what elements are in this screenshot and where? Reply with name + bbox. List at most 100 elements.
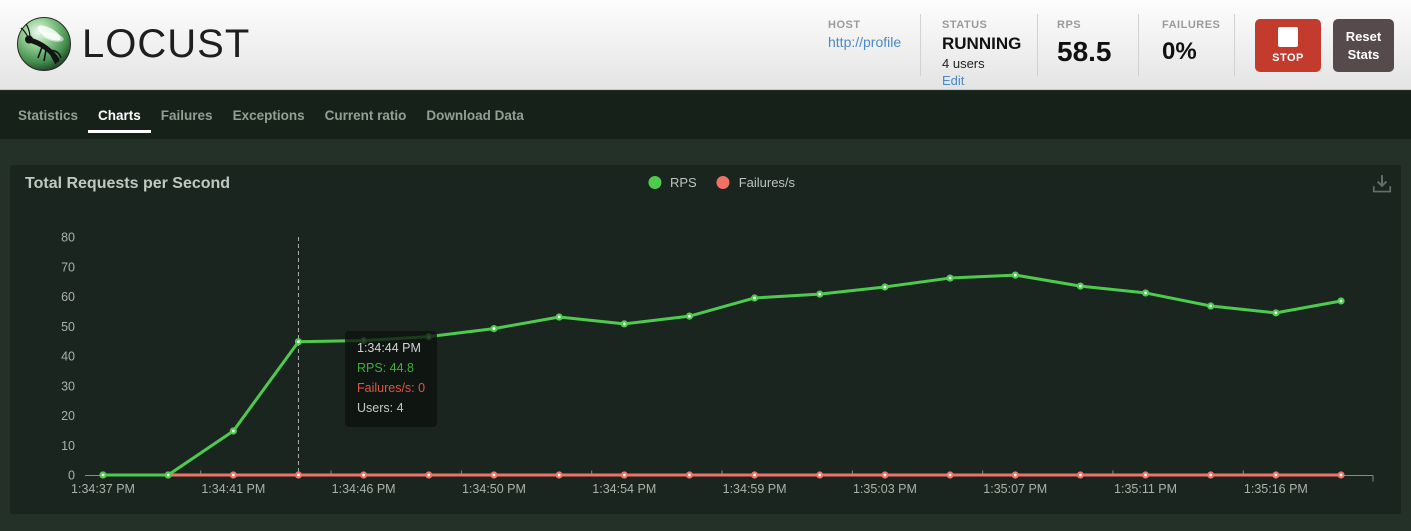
data-point-center <box>1013 473 1017 477</box>
x-axis-label: 1:34:54 PM <box>592 482 656 496</box>
data-point-center <box>492 327 496 331</box>
host-section: HOST http://profile <box>828 19 901 50</box>
host-link[interactable]: http://profile <box>828 34 902 50</box>
locust-logo-icon <box>17 17 71 71</box>
legend-label: Failures/s <box>738 175 796 190</box>
data-point-center <box>1079 284 1082 288</box>
x-axis-label: 1:34:41 PM <box>201 482 265 496</box>
user-count: 4 users <box>942 56 985 71</box>
legend-label: RPS <box>669 175 697 190</box>
data-point-center <box>753 473 756 477</box>
chart-tooltip: 1:34:44 PM RPS: 44.8 Failures/s: 0 Users… <box>345 331 438 427</box>
data-point-center <box>557 315 561 319</box>
x-axis-label: 1:35:11 PM <box>1114 482 1177 496</box>
nav-tabs: Statistics Charts Failures Exceptions Curren… <box>0 91 1411 139</box>
x-axis-label: 1:35:03 PM <box>853 482 917 496</box>
rps-section: RPS 58.5 <box>1057 19 1112 68</box>
header-divider <box>1138 14 1139 76</box>
rps-chart[interactable]: 0 10 20 30 40 50 60 70 80 1:34:37 PM 1:34:41 PM 1:3… <box>10 165 1401 514</box>
chart-card: 0 10 20 30 40 50 60 70 80 1:34:37 PM 1:34:41 PM 1:3… <box>10 165 1401 514</box>
stop-icon <box>1278 27 1298 47</box>
header-divider <box>1037 14 1038 76</box>
tooltip-failures: Failures/s: 0 <box>357 381 426 395</box>
failures-value: 0% <box>1162 38 1197 65</box>
edit-link[interactable]: Edit <box>942 73 965 88</box>
header: LOCUST HOST http://profile STATUS RUNNIN… <box>0 0 1411 90</box>
legend-item-rps[interactable]: RPS <box>647 175 697 190</box>
data-point-center <box>818 473 822 477</box>
y-axis-label: 40 <box>61 350 75 364</box>
tab-download-data[interactable]: Download Data <box>426 107 524 123</box>
data-point-center <box>166 473 170 477</box>
data-point-center <box>1144 473 1147 477</box>
data-point-center <box>688 473 691 477</box>
header-divider <box>920 14 921 76</box>
data-point-center <box>1274 473 1278 477</box>
data-point-center <box>1339 473 1343 477</box>
chart-title: Total Requests per Second <box>25 175 231 192</box>
x-axis-label: 1:34:50 PM <box>462 482 526 496</box>
y-axis-label: 30 <box>61 379 75 393</box>
host-label: HOST <box>828 19 861 31</box>
rps-line <box>101 273 1343 477</box>
data-point-center <box>1339 299 1343 303</box>
rps-value: 58.5 <box>1057 36 1112 67</box>
data-point-center <box>1209 473 1213 477</box>
failures-section: FAILURES 0% <box>1162 19 1220 66</box>
failures-label: FAILURES <box>1162 19 1221 31</box>
stop-button-label: STOP <box>1272 52 1304 64</box>
download-icon[interactable] <box>1371 173 1393 195</box>
x-axis-label: 1:35:16 PM <box>1244 482 1308 496</box>
data-point-center <box>883 285 887 289</box>
rps-label: RPS <box>1057 19 1082 31</box>
reset-stats-button[interactable]: Reset Stats <box>1333 19 1394 72</box>
y-axis-label: 60 <box>61 290 75 304</box>
tab-statistics[interactable]: Statistics <box>18 107 79 123</box>
header-divider <box>1234 14 1235 76</box>
y-axis-label: 20 <box>61 409 75 423</box>
data-point-center <box>231 473 235 477</box>
tab-failures[interactable]: Failures <box>160 107 213 123</box>
y-axis-label: 10 <box>61 439 75 453</box>
data-point-center <box>622 322 626 326</box>
data-point-center <box>1013 273 1017 277</box>
y-axis-label: 70 <box>61 260 75 274</box>
stop-button[interactable]: STOP <box>1255 19 1321 72</box>
tab-current-ratio[interactable]: Current ratio <box>324 107 407 123</box>
data-point-center <box>101 473 105 477</box>
tooltip-time: 1:34:44 PM <box>357 341 421 355</box>
data-point-center <box>948 473 952 477</box>
x-axis-label: 1:34:59 PM <box>723 482 787 496</box>
data-point-center <box>1274 311 1278 315</box>
data-point-center <box>362 473 366 477</box>
x-axis-label: 1:35:07 PM <box>983 482 1047 496</box>
legend-dot <box>716 176 730 189</box>
y-axis-label: 80 <box>61 231 75 245</box>
data-point-center <box>883 473 887 477</box>
x-axis-label: 1:34:37 PM <box>71 482 135 496</box>
status-label: STATUS <box>942 19 988 31</box>
data-point-center <box>427 473 431 477</box>
data-point-center <box>688 314 691 318</box>
data-point-center <box>557 473 561 477</box>
y-axis-label: 0 <box>68 469 75 483</box>
data-point-center <box>948 276 952 280</box>
chart-legend: RPS Failures/s <box>647 175 796 190</box>
data-point-center <box>297 340 300 344</box>
x-axis-label: 1:34:46 PM <box>332 482 396 496</box>
tab-exceptions[interactable]: Exceptions <box>232 107 305 123</box>
legend-dot <box>647 176 661 189</box>
data-point-center <box>622 473 626 477</box>
status-value: RUNNING <box>942 34 1022 53</box>
data-point-center <box>231 429 235 433</box>
data-point-center <box>753 296 756 300</box>
y-axis-label: 50 <box>61 320 75 334</box>
logo-text: LOCUST <box>82 21 251 66</box>
data-point-center <box>1209 304 1213 308</box>
tooltip-rps: RPS: 44.8 <box>357 361 414 375</box>
legend-item-failures-s[interactable]: Failures/s <box>716 175 796 190</box>
tab-charts[interactable]: Charts <box>88 91 151 139</box>
locust-logo: LOCUST <box>16 16 250 72</box>
status-section: STATUS RUNNING 4 users Edit <box>942 19 1021 88</box>
data-point-center <box>1144 291 1147 295</box>
